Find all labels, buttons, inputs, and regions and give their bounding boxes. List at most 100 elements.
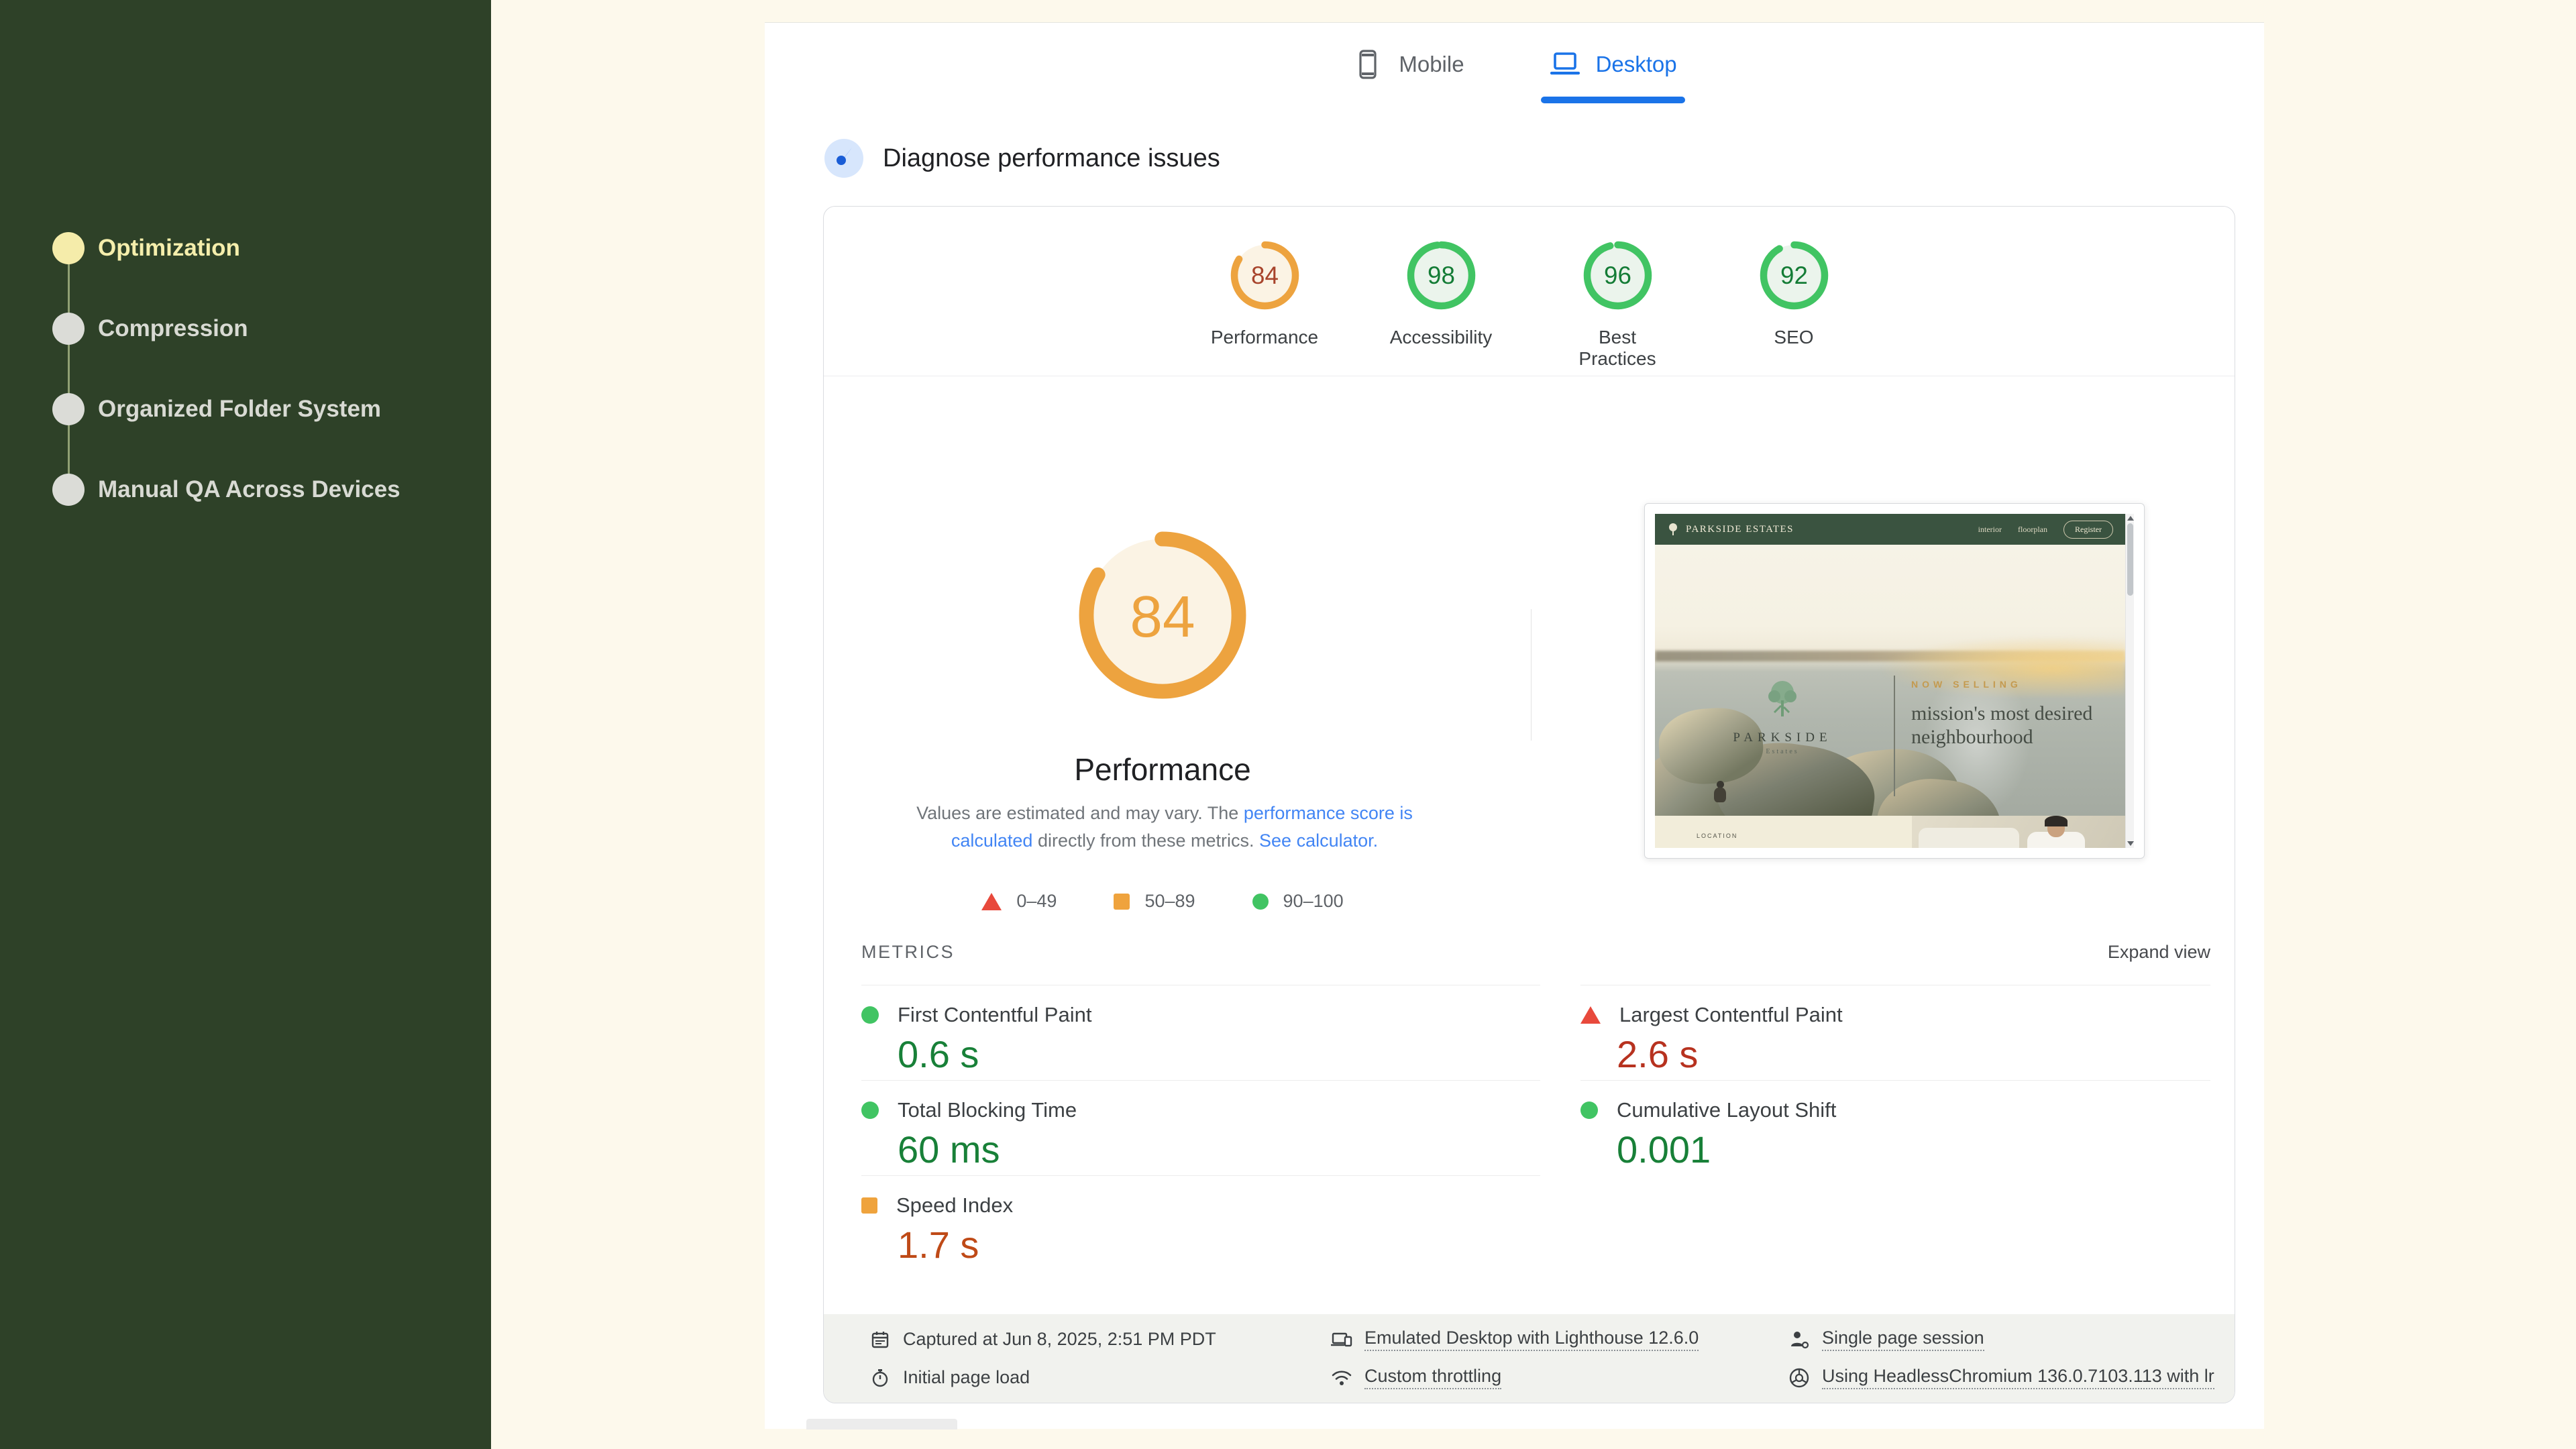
runtime-text: Captured at Jun 8, 2025, 2:51 PM PDT — [903, 1329, 1216, 1349]
performance-main-gauge: 84 — [1075, 527, 1250, 703]
scroll-down-arrow[interactable] — [2127, 841, 2134, 846]
metric-name: First Contentful Paint — [898, 1003, 1092, 1026]
category-seo[interactable]: 92 SEO — [1737, 240, 1851, 376]
runtime-text: Initial page load — [903, 1367, 1030, 1387]
category-best-practices[interactable]: 96 Best Practices — [1560, 240, 1674, 376]
wifi-icon — [1332, 1370, 1352, 1385]
site-header: PARKSIDE ESTATES interior floorplan Regi… — [1655, 514, 2125, 545]
metric-speed-index: Speed Index 1.7 s — [861, 1175, 1540, 1271]
location-label: LOCATION — [1697, 833, 1738, 839]
runtime-emulated-device: Emulated Desktop with Lighthouse 12.6.0 — [1331, 1328, 1788, 1351]
hero-eyebrow: NOW SELLING — [1911, 679, 2022, 690]
scrollbar-thumb[interactable] — [2127, 523, 2133, 596]
logo-title: PARKSIDE — [1733, 731, 1832, 745]
metric-name: Speed Index — [896, 1193, 1014, 1217]
timeline-dot — [52, 393, 85, 425]
site-nav-floorplan: floorplan — [2018, 524, 2047, 534]
legend-range-label: 50–89 — [1144, 891, 1195, 911]
metric-largest-contentful-paint: Largest Contentful Paint 2.6 s — [1580, 985, 2210, 1080]
boat-photo — [1912, 816, 2125, 848]
runtime-session-type: Single page session — [1788, 1328, 2235, 1351]
site-logo: PARKSIDE Estates — [1729, 679, 1836, 755]
metric-name: Cumulative Layout Shift — [1617, 1098, 1837, 1122]
final-screenshot-thumbnail[interactable]: PARKSIDE ESTATES interior floorplan Regi… — [1644, 503, 2145, 859]
circle-icon — [1252, 893, 1269, 910]
thumbnail-scrollbar[interactable] — [2125, 514, 2134, 848]
phone-icon — [1359, 50, 1377, 79]
headline-line2: neighbourhood — [1911, 726, 2033, 749]
scroll-up-arrow[interactable] — [2127, 516, 2134, 521]
metric-first-contentful-paint: First Contentful Paint 0.6 s — [861, 985, 1540, 1080]
see-calculator-link[interactable]: See calculator. — [1259, 830, 1379, 851]
sidebar-item-label: Optimization — [98, 235, 240, 261]
sidebar-item-organized-folder-system[interactable]: Organized Folder System — [52, 393, 381, 425]
runtime-settings-bar: Captured at Jun 8, 2025, 2:51 PM PDT Emu… — [824, 1314, 2235, 1403]
laptop-icon — [1550, 52, 1580, 75]
metric-value: 2.6 s — [1617, 1033, 1699, 1075]
category-label: Performance — [1210, 327, 1319, 347]
runtime-text[interactable]: Single page session — [1822, 1328, 1984, 1351]
legend-range-label: 90–100 — [1283, 891, 1344, 911]
devices-icon — [1331, 1332, 1352, 1346]
runtime-text[interactable]: Custom throttling — [1364, 1366, 1502, 1389]
sidebar-item-label: Organized Folder System — [98, 396, 382, 422]
svg-text:96: 96 — [1604, 262, 1631, 289]
calendar-icon — [871, 1331, 889, 1348]
report-panel: Mobile Desktop Diagnose performance issu… — [765, 22, 2264, 1430]
metric-total-blocking-time: Total Blocking Time 60 ms — [861, 1080, 1540, 1175]
section-title-text: Diagnose performance issues — [883, 144, 1220, 172]
metrics-header: METRICS Expand view — [861, 942, 2210, 963]
category-label: Accessibility — [1389, 327, 1493, 347]
metrics-title: METRICS — [861, 942, 955, 962]
performance-score-calculated-link[interactable]: performance score is calculated — [951, 803, 1413, 851]
disclaimer-text: directly from these metrics. — [1032, 830, 1260, 851]
stopwatch-icon — [872, 1368, 888, 1387]
runtime-throttling: Custom throttling — [1331, 1366, 1788, 1389]
circle-icon — [861, 1102, 879, 1119]
hero-headline: mission's most desired neighbourhood — [1911, 702, 2112, 749]
site-screenshot: PARKSIDE ESTATES interior floorplan Regi… — [1655, 514, 2125, 848]
timeline-dot — [52, 232, 85, 264]
runtime-page-load-type: Initial page load — [869, 1366, 1331, 1389]
sidebar-item-manual-qa[interactable]: Manual QA Across Devices — [52, 474, 400, 506]
runtime-captured-at: Captured at Jun 8, 2025, 2:51 PM PDT — [869, 1328, 1331, 1351]
expand-view-button[interactable]: Expand view — [2107, 942, 2210, 962]
runtime-text[interactable]: Emulated Desktop with Lighthouse 12.6.0 — [1364, 1328, 1699, 1351]
score-disclaimer: Values are estimated and may vary. The p… — [908, 800, 1421, 854]
svg-text:84: 84 — [1251, 262, 1279, 289]
category-label: SEO — [1774, 327, 1814, 347]
runtime-text[interactable]: Using HeadlessChromium 136.0.7103.113 wi… — [1822, 1366, 2214, 1389]
circle-icon — [861, 1006, 879, 1024]
metric-name: Total Blocking Time — [898, 1098, 1077, 1122]
tab-desktop[interactable]: Desktop — [1540, 42, 1685, 103]
metric-name: Largest Contentful Paint — [1619, 1003, 1843, 1026]
next-section-peek — [806, 1419, 957, 1430]
device-tabs: Mobile Desktop — [765, 42, 2264, 103]
timeline-connector — [68, 248, 70, 490]
section-header: Diagnose performance issues — [824, 138, 1220, 178]
chromium-icon — [1789, 1368, 1809, 1387]
sidebar-item-compression[interactable]: Compression — [52, 313, 248, 345]
category-accessibility[interactable]: 98 Accessibility — [1384, 240, 1498, 376]
score-legend: 0–49 50–89 90–100 — [824, 891, 1501, 912]
register-button: Register — [2063, 520, 2113, 539]
person-silhouette — [1711, 781, 1729, 804]
svg-text:98: 98 — [1428, 262, 1455, 289]
metrics-grid: First Contentful Paint 0.6 s Largest Con… — [861, 985, 2210, 1271]
tab-mobile[interactable]: Mobile — [1346, 42, 1469, 103]
metric-value: 0.6 s — [898, 1033, 979, 1075]
timeline-dot — [52, 313, 85, 345]
performance-heading: Performance — [1074, 752, 1251, 787]
category-performance[interactable]: 84 Performance — [1208, 240, 1322, 376]
speedometer-icon — [824, 139, 863, 178]
column-divider — [1531, 609, 1532, 741]
square-icon — [1114, 893, 1130, 910]
category-label: Best Practices — [1578, 327, 1656, 369]
runtime-browser: Using HeadlessChromium 136.0.7103.113 wi… — [1788, 1366, 2235, 1389]
site-nav-interior: interior — [1978, 524, 2002, 534]
site-brand: PARKSIDE ESTATES — [1667, 523, 1794, 536]
category-score-row: 84 Performance 98 Accessibility 96 Best — [824, 207, 2235, 376]
sidebar-item-optimization[interactable]: Optimization — [52, 232, 240, 264]
metric-value: 0.001 — [1617, 1128, 1711, 1171]
circle-icon — [1580, 1102, 1598, 1119]
